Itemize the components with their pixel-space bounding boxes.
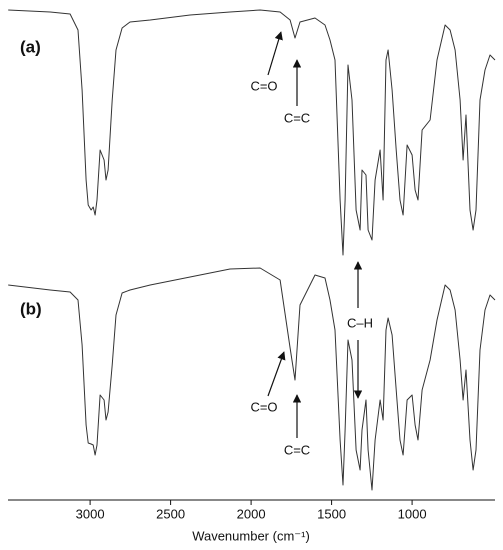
annotation: C=C <box>284 110 310 125</box>
x-tick-label: 2000 <box>237 506 266 521</box>
annotation: C=C <box>284 442 310 457</box>
x-tick-label: 1000 <box>398 506 427 521</box>
x-tick-label: 2500 <box>156 506 185 521</box>
x-tick-label: 1500 <box>317 506 346 521</box>
arrow <box>267 31 283 76</box>
arrows <box>267 31 363 438</box>
x-tick-label: 3000 <box>76 506 105 521</box>
annotation: C–H <box>347 315 373 330</box>
annotation: C=O <box>250 399 277 414</box>
x-axis-label: Wavenumber (cm⁻¹) <box>192 528 310 543</box>
arrow <box>267 351 286 397</box>
annotation: C=O <box>250 78 277 93</box>
spectrum-line <box>8 9 496 256</box>
panel-label: (a) <box>20 37 41 56</box>
spectrum-line <box>8 267 496 491</box>
panel-label: (b) <box>20 299 42 318</box>
